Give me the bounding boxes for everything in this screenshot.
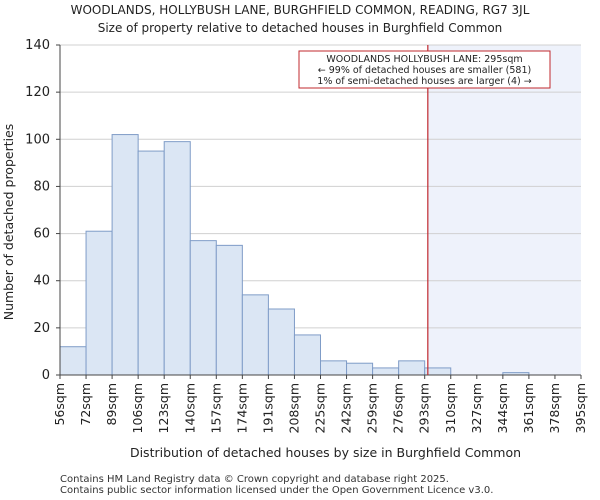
x-tick-label-2: 89sqm (104, 383, 119, 426)
x-tick-label-4: 123sqm (156, 383, 171, 433)
bar-157sqm (215, 244, 243, 376)
x-tick-label-6: 157sqm (208, 383, 223, 433)
y-tick-label-2: 40 (33, 274, 50, 289)
x-tick-label-7: 174sqm (234, 383, 249, 433)
y-tick-label-7: 140 (25, 38, 50, 53)
y-tick-label-1: 20 (33, 321, 50, 336)
bar-276sqm (398, 360, 426, 376)
x-tick-label-11: 242sqm (339, 383, 354, 433)
y-tick-label-4: 80 (33, 179, 50, 194)
highlight-region (427, 45, 581, 375)
annotation-box (298, 50, 551, 89)
x-tick-label-8: 191sqm (260, 383, 275, 433)
bar-89sqm (111, 134, 139, 376)
y-tick-label-5: 100 (25, 132, 50, 147)
x-tick-label-15: 310sqm (443, 383, 458, 433)
y-tick-label-3: 60 (33, 227, 50, 242)
bar-123sqm (163, 141, 191, 376)
y-tick-label-6: 120 (25, 85, 50, 100)
bar-191sqm (267, 308, 295, 376)
footer-line-2: Contains public sector information licen… (60, 485, 494, 496)
x-tick-label-14: 293sqm (417, 383, 432, 433)
annotation-title: WOODLANDS HOLLYBUSH LANE: 295sqm (326, 54, 522, 65)
x-tick-label-5: 140sqm (182, 383, 197, 433)
bar-293sqm (424, 367, 452, 376)
x-tick-label-19: 378sqm (547, 383, 562, 433)
chart-title: WOODLANDS, HOLLYBUSH LANE, BURGHFIELD CO… (70, 3, 530, 17)
bar-72sqm (85, 230, 113, 376)
y-axis-label: Number of detached properties (1, 124, 16, 321)
bar-259sqm (372, 367, 400, 376)
x-tick-label-16: 327sqm (469, 383, 484, 433)
x-tick-label-9: 208sqm (286, 383, 301, 433)
chart-subtitle: Size of property relative to detached ho… (97, 21, 503, 35)
x-tick-label-20: 395sqm (573, 383, 588, 433)
bar-56sqm (59, 346, 87, 376)
annotation-line-2: 1% of semi-detached houses are larger (4… (317, 76, 531, 87)
y-tick-label-0: 0 (42, 368, 50, 383)
footer-line-1: Contains HM Land Registry data © Crown c… (60, 474, 449, 485)
x-tick-label-18: 361sqm (521, 383, 536, 433)
x-axis-label: Distribution of detached houses by size … (130, 445, 521, 460)
x-tick-label-10: 225sqm (313, 383, 328, 433)
bar-242sqm (346, 362, 374, 376)
x-tick-label-1: 72sqm (78, 383, 93, 426)
x-tick-label-17: 344sqm (495, 383, 510, 433)
x-tick-label-13: 276sqm (391, 383, 406, 433)
bar-140sqm (189, 240, 217, 376)
annotation-line-1: ← 99% of detached houses are smaller (58… (318, 65, 531, 76)
x-tick-label-12: 259sqm (365, 383, 380, 433)
x-tick-label-3: 106sqm (130, 383, 145, 433)
bar-174sqm (241, 294, 269, 376)
bar-106sqm (137, 150, 165, 376)
bar-208sqm (293, 334, 322, 376)
bar-225sqm (320, 360, 348, 376)
x-tick-label-0: 56sqm (52, 383, 67, 426)
